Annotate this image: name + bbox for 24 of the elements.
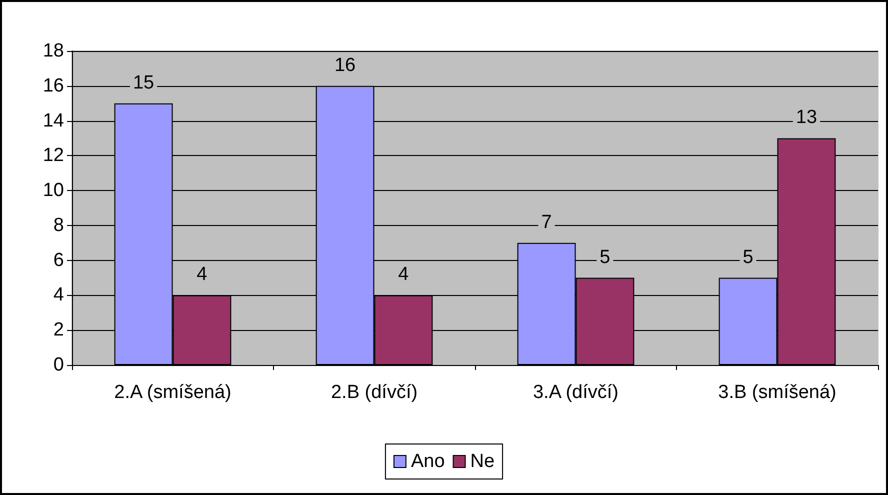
data-label: 5	[600, 246, 610, 268]
y-tick-label: 10	[42, 180, 64, 202]
data-label: 15	[132, 72, 154, 94]
legend-label: Ne	[470, 451, 495, 472]
legend-label: Ano	[410, 451, 445, 472]
y-tick-label: 4	[53, 284, 64, 306]
y-tick-label: 12	[42, 145, 64, 166]
data-label: 7	[541, 212, 552, 233]
x-tick-label: 2.A (smíšená)	[114, 382, 232, 403]
data-label: 4	[196, 264, 208, 286]
y-tick-label: 2	[53, 320, 64, 341]
y-tick-label: 6	[53, 250, 64, 271]
data-label: 5	[742, 246, 754, 268]
y-tick-label: 8	[53, 214, 64, 236]
data-label: 4	[398, 264, 410, 286]
x-tick-label: 2.B (dívčí)	[330, 382, 418, 403]
y-tick-label: 14	[42, 110, 64, 132]
y-tick-label: 0	[53, 354, 64, 376]
data-label: 16	[334, 54, 356, 76]
data-label: 13	[796, 107, 818, 128]
y-tick-label: 18	[42, 40, 64, 62]
y-tick-label: 16	[42, 75, 64, 96]
x-tick-label: 3.B (smíšená)	[718, 382, 836, 403]
x-tick-label: 3.A (dívčí)	[532, 382, 619, 403]
